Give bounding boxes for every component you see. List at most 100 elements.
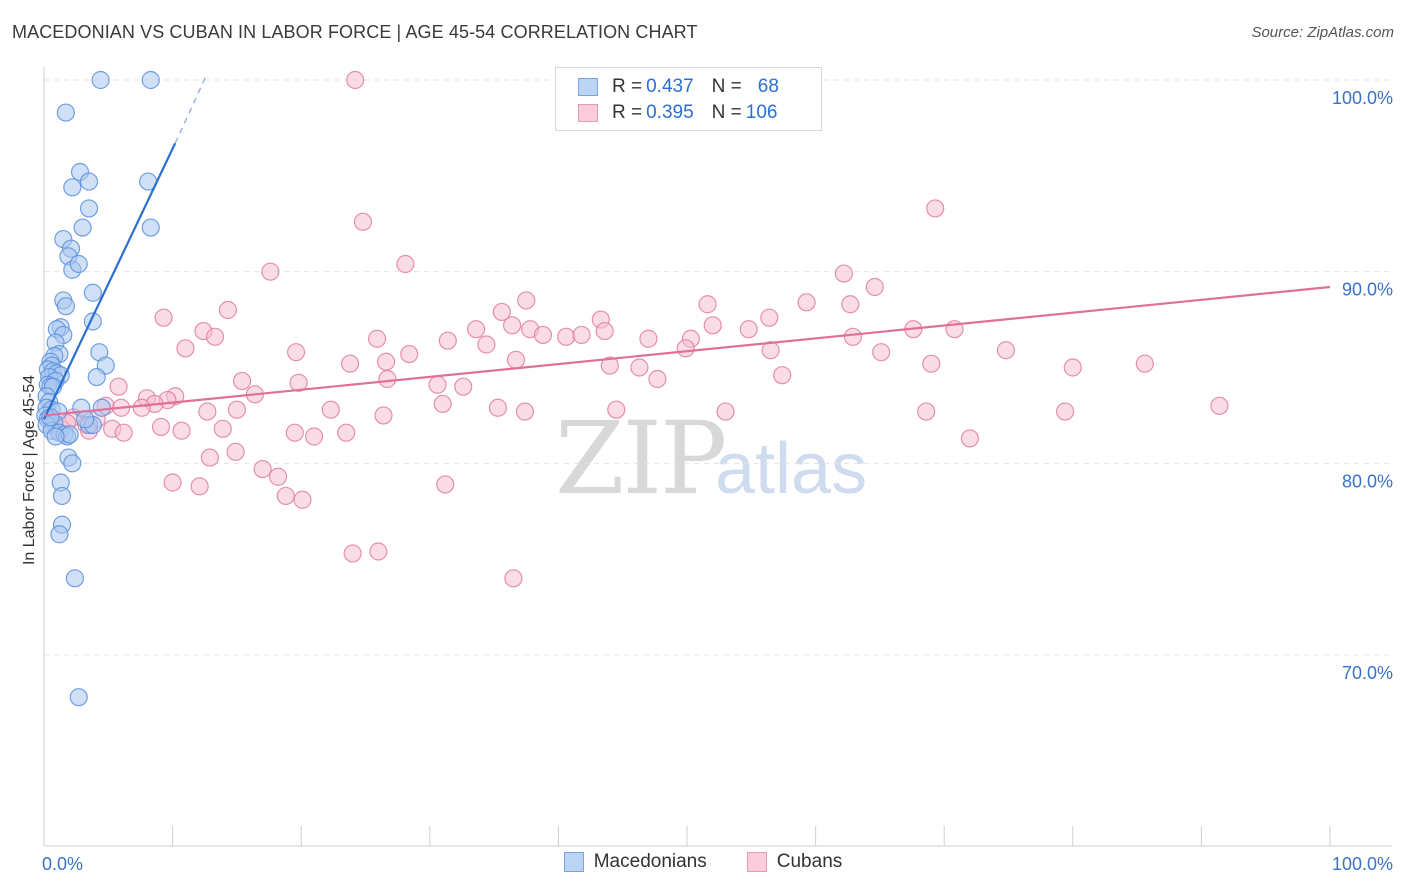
legend-r-value: 0.395 [646, 102, 694, 123]
cuban-point [226, 442, 245, 461]
cuban-point [376, 352, 396, 371]
macedonian-point [79, 172, 99, 191]
legend-n-value: 106 [745, 102, 778, 123]
cuban-point [1210, 396, 1229, 415]
macedonian-point [87, 367, 106, 387]
cuban-point [760, 308, 779, 327]
cuban-point [293, 490, 312, 509]
cuban-point [276, 486, 295, 506]
cuban-point [396, 254, 415, 274]
cuban-point [433, 394, 452, 414]
cuban-point [466, 320, 486, 339]
cuban-point [960, 429, 980, 448]
cuban-point [436, 475, 455, 494]
cuban-point [698, 295, 717, 314]
cuban-point [438, 331, 457, 350]
cuban-point [506, 350, 526, 369]
cuban-point [572, 325, 591, 345]
cuban-point [343, 544, 362, 563]
macedonian-point [69, 254, 88, 274]
cuban-point [367, 329, 387, 348]
cuban-point [154, 308, 173, 327]
cuban-point [200, 448, 219, 467]
cuban-point [213, 419, 232, 438]
stats-legend: R = 0.437 N = 68 R = 0.395 N = 106 [555, 67, 822, 131]
macedonian-trend-line [43, 142, 177, 420]
cuban-point [374, 406, 393, 425]
cuban-point [922, 354, 941, 373]
cuban-point [346, 70, 365, 90]
cuban-point [797, 293, 816, 312]
cuban-point [378, 369, 397, 389]
source-credit: Source: ZipAtlas.com [1251, 24, 1394, 41]
cuban-point [865, 277, 884, 297]
cuban-point [304, 427, 324, 446]
legend-row-macedonians: R = 0.437 N = 68 [578, 75, 779, 99]
cuban-point [841, 295, 860, 314]
y-tick-label: 80.0% [1342, 471, 1393, 491]
cuban-point [340, 354, 360, 373]
cuban-point [205, 327, 225, 346]
cuban-point [198, 402, 217, 421]
legend-n-label: N = [711, 102, 742, 123]
cuban-point [132, 398, 151, 417]
cuban-point [1055, 402, 1075, 421]
cuban-point [353, 212, 373, 231]
cuban-point [286, 343, 306, 362]
cuban-point [834, 264, 853, 283]
x-tick-label-min: 0.0% [42, 854, 83, 874]
legend-swatch-pink [578, 104, 598, 122]
cuban-point [600, 356, 619, 375]
macedonian-point [46, 427, 65, 446]
cuban-point [1063, 358, 1082, 377]
watermark-atlas: atlas [715, 429, 868, 509]
cuban-point [872, 343, 891, 362]
cuban-point [515, 402, 535, 421]
legend-n-value: 68 [757, 76, 779, 97]
cuban-point [639, 329, 658, 348]
cuban-point [176, 339, 195, 358]
cuban-point [114, 423, 133, 442]
cuban-point [253, 459, 272, 479]
macedonian-point [56, 297, 75, 316]
y-tick-label: 70.0% [1342, 663, 1393, 683]
cuban-point [151, 417, 171, 437]
cuban-point [227, 400, 246, 419]
cuban-point [517, 291, 536, 310]
legend-label-macedonians: Macedonians [593, 851, 707, 872]
cuban-point [843, 327, 862, 346]
cuban-point [477, 335, 496, 354]
legend-label-cubans: Cubans [776, 851, 843, 872]
cuban-point [739, 320, 758, 339]
cuban-point [648, 369, 667, 389]
legend-r-label: R = [612, 76, 643, 97]
macedonian-point [56, 103, 75, 122]
cuban-point [261, 262, 280, 281]
macedonian-point [63, 454, 82, 473]
macedonian-point [141, 218, 160, 237]
macedonian-trend-extension [174, 75, 207, 144]
legend-row-cubans: R = 0.395 N = 106 [578, 101, 777, 125]
cuban-point [504, 569, 523, 588]
cuban-point [1135, 354, 1154, 373]
y-tick-label: 90.0% [1342, 280, 1393, 300]
macedonian-point [69, 688, 88, 707]
legend-item-macedonians: Macedonians [563, 851, 707, 873]
cuban-point [676, 339, 695, 358]
cuban-point [321, 400, 340, 419]
cuban-point [488, 398, 508, 417]
cuban-point [109, 377, 128, 396]
cuban-point [190, 477, 209, 496]
cuban-point [595, 321, 614, 341]
cuban-point [232, 371, 252, 391]
cuban-point [630, 358, 649, 377]
cuban-point [503, 316, 522, 335]
cuban-trend-line [43, 285, 1331, 417]
cuban-point [163, 473, 182, 492]
chart-title: MACEDONIAN VS CUBAN IN LABOR FORCE | AGE… [12, 22, 698, 42]
macedonian-point [63, 178, 82, 197]
macedonian-point [73, 218, 92, 237]
macedonian-point [79, 199, 99, 218]
y-tick-label: 100.0% [1332, 88, 1393, 108]
